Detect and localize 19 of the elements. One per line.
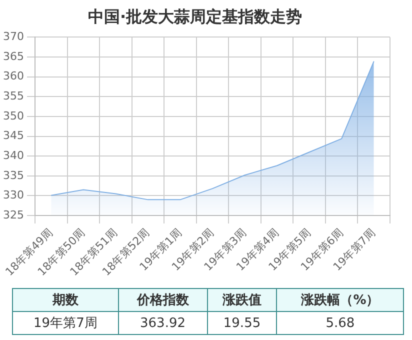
y-tick-label: 350 — [2, 109, 24, 122]
y-tick-label: 370 — [2, 30, 24, 44]
y-tick-label: 355 — [2, 90, 24, 103]
y-tick-label: 345 — [2, 129, 24, 142]
y-tick-label: 365 — [2, 50, 24, 63]
text: 19.55 — [207, 312, 277, 334]
text: 价格指数 — [118, 288, 208, 312]
text: 5.68 — [276, 312, 404, 334]
text: 期数 — [12, 288, 118, 312]
text: 涨跌值 — [207, 288, 277, 312]
text: 涨跌幅（%） — [276, 288, 404, 312]
y-tick-label: 330 — [2, 188, 24, 202]
text: 363.92 — [118, 312, 208, 334]
y-tick-label: 340 — [2, 148, 24, 162]
y-tick-label: 325 — [2, 208, 24, 222]
chart-title: 中国·批发大蒜周定基指数走势 — [88, 6, 302, 26]
text: 19年第7周 — [12, 312, 118, 334]
y-tick-label: 360 — [2, 70, 24, 83]
y-tick-label: 335 — [2, 168, 24, 182]
